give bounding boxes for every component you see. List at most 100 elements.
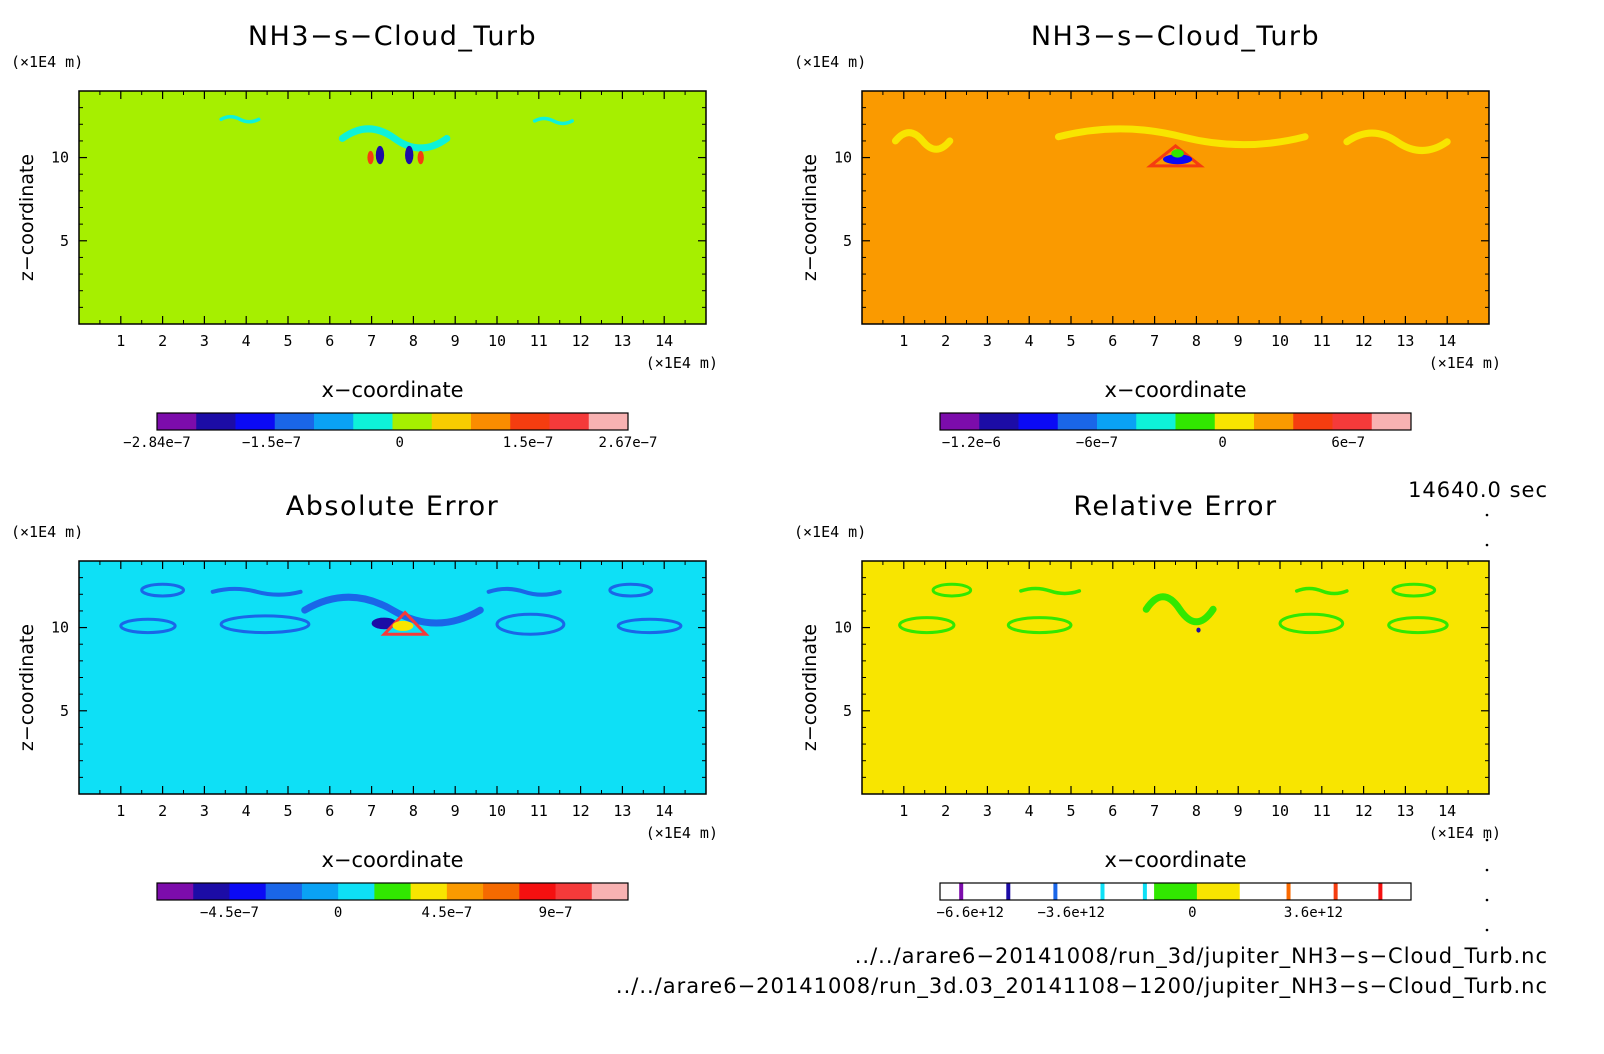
- colorbar-swatch: [274, 413, 315, 430]
- x-axis-label: x−coordinate: [321, 848, 463, 872]
- x-tick-label: 14: [655, 802, 673, 820]
- data-region: [1387, 616, 1449, 635]
- x-tick-label: 3: [983, 332, 992, 350]
- margin-dot: [1485, 928, 1489, 932]
- colorbar-swatch: [471, 413, 511, 430]
- chart-title: NH3−s−Cloud_Turb: [1031, 21, 1320, 52]
- x-tick-label: 6: [325, 802, 334, 820]
- x-tick-label: 3: [200, 802, 209, 820]
- colorbar-swatch: [555, 883, 593, 900]
- colorbar-line-mark: [1286, 883, 1291, 900]
- data-region: [898, 616, 956, 635]
- colorbar-label: 0: [1218, 435, 1226, 451]
- colorbar-swatch: [1282, 883, 1326, 900]
- colorbar-swatch: [1154, 883, 1198, 900]
- colorbar-frame: [156, 882, 629, 901]
- x-tick-label: 1: [116, 332, 125, 350]
- data-region: [608, 582, 654, 598]
- chart-title: Absolute Error: [286, 491, 499, 522]
- colorbar-swatch: [301, 883, 339, 900]
- x-tick-label: 7: [1150, 332, 1159, 350]
- data-region: [1278, 612, 1345, 635]
- x-tick-label: 11: [1313, 332, 1331, 350]
- z-tick-label: 5: [843, 232, 852, 250]
- data-region: [367, 150, 374, 165]
- x-tick-label: 2: [158, 802, 167, 820]
- time-label: 14640.0 sec: [1408, 478, 1548, 502]
- x-unit-label: (×1E4 m): [646, 824, 718, 842]
- colorbar-swatch: [483, 883, 520, 900]
- x-tick-label: 6: [1108, 802, 1117, 820]
- margin-dot: [1485, 868, 1489, 872]
- data-region: [891, 129, 954, 153]
- x-tick-label: 4: [1025, 332, 1034, 350]
- x-tick-label: 5: [283, 802, 292, 820]
- margin-dot: [1485, 513, 1489, 517]
- x-tick-label: 12: [572, 802, 590, 820]
- colorbar-line-mark: [1142, 883, 1147, 900]
- x-unit-label: (×1E4 m): [1429, 354, 1501, 372]
- x-tick-label: 1: [899, 332, 908, 350]
- colorbar-swatch: [1136, 413, 1176, 430]
- colorbar-swatch: [519, 883, 557, 900]
- plot-background: [79, 91, 706, 324]
- colorbar: −1.2e−6 −6e−7 0 6e−7: [939, 412, 1412, 451]
- colorbar-swatch: [1175, 413, 1216, 430]
- file-path-1: ../../arare6−20141008/run_3d/jupiter_NH3…: [854, 944, 1548, 968]
- colorbar-swatch: [1111, 883, 1155, 900]
- colorbar-swatch: [193, 883, 230, 900]
- data-region: [392, 620, 414, 631]
- x-unit-label: (×1E4 m): [646, 354, 718, 372]
- x-tick-label: 14: [655, 332, 673, 350]
- x-tick-label: 13: [1396, 332, 1414, 350]
- colorbar-swatch: [549, 413, 590, 430]
- colorbar-label: 2.67e−7: [598, 435, 657, 451]
- plot-background: [862, 91, 1489, 324]
- colorbar-swatch: [1068, 883, 1112, 900]
- chart-panel-1: NH3−s−Cloud_Turb(×1E4 m)1 2 3 4 5 6 7 8 9 10 11 12 1…: [11, 21, 718, 451]
- data-region: [375, 145, 385, 165]
- data-region: [140, 582, 186, 598]
- data-region: [219, 614, 311, 635]
- colorbar-label: 4.5e−7: [422, 905, 473, 921]
- data-region: [417, 150, 424, 165]
- data-region: [495, 612, 566, 636]
- x-tick-label: 11: [530, 332, 548, 350]
- x-tick-label: 9: [1234, 332, 1243, 350]
- x-tick-label: 9: [451, 802, 460, 820]
- colorbar-swatch: [229, 883, 267, 900]
- x-tick-label: 9: [1234, 802, 1243, 820]
- colorbar-swatch: [157, 883, 194, 900]
- data-region: [1391, 582, 1437, 598]
- x-tick-label: 3: [200, 332, 209, 350]
- colorbar-frame: [939, 882, 1412, 901]
- x-tick-label: 2: [158, 332, 167, 350]
- x-tick-label: 5: [283, 332, 292, 350]
- colorbar-label: 0: [334, 905, 342, 921]
- x-axis-label: x−coordinate: [1104, 378, 1246, 402]
- data-region: [1054, 125, 1309, 149]
- colorbar-label: −1.2e−6: [942, 435, 1001, 451]
- colorbar-swatch: [338, 883, 375, 900]
- data-region: [532, 116, 574, 126]
- colorbar-line-mark: [1053, 883, 1058, 900]
- colorbar-swatch: [1018, 413, 1059, 430]
- colorbar-line-mark: [1378, 883, 1383, 900]
- data-region: [1142, 593, 1217, 626]
- z-unit-label: (×1E4 m): [794, 53, 866, 71]
- x-tick-label: 12: [1355, 802, 1373, 820]
- colorbar-label: 6e−7: [1331, 435, 1365, 451]
- z-tick-label: 5: [60, 232, 69, 250]
- data-region: [405, 145, 414, 165]
- file-path-2: ../../arare6−20141008/run_3d.03_20141108…: [615, 974, 1548, 998]
- colorbar-swatch: [591, 883, 629, 900]
- x-tick-label: 1: [116, 802, 125, 820]
- plot-background: [79, 561, 706, 794]
- colorbar-label: 0: [1188, 905, 1196, 921]
- colorbar-line-mark: [1006, 883, 1011, 900]
- x-tick-label: 8: [409, 332, 418, 350]
- chart-panel-4: Relative Error(×1E4 m)1 2 3 4 5 6 7 8 9 10 11 12 13 1…: [794, 491, 1501, 921]
- z-tick-label: 5: [843, 702, 852, 720]
- x-tick-label: 8: [409, 802, 418, 820]
